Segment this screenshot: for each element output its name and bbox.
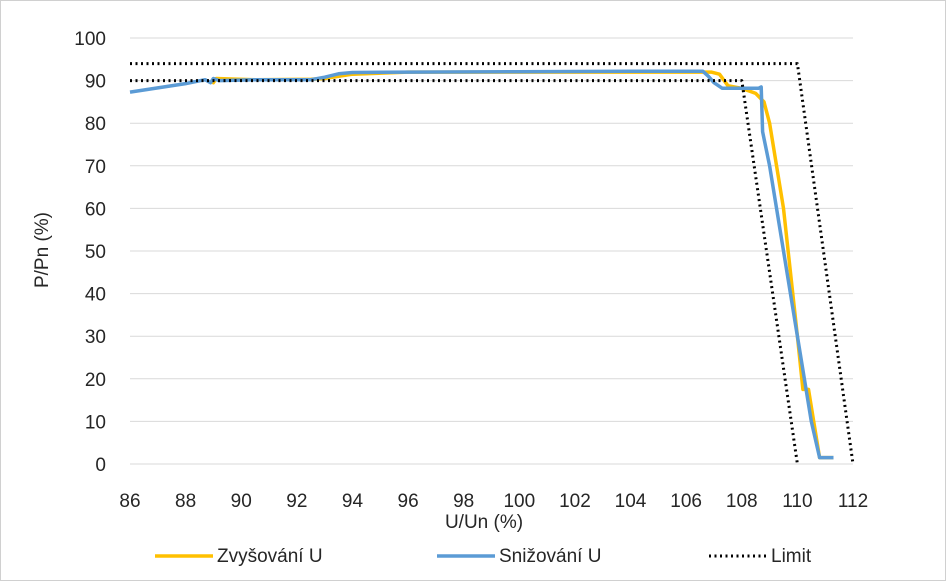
x-tick-label: 86 [119,491,140,512]
y-tick-label: 10 [85,412,106,433]
legend-label-snizovani: Snižování U [499,546,601,567]
y-axis-ticks: 0 10 20 30 40 50 60 70 80 90 100 [74,29,106,476]
series-line-zvysovani [209,70,834,460]
x-tick-label: 112 [838,491,868,512]
legend: Zvyšování U Snižování U Limit [155,546,812,567]
y-tick-label: 60 [85,199,106,220]
x-tick-label: 98 [453,491,474,512]
x-axis-title: U/Un (%) [445,512,523,533]
x-tick-label: 108 [726,491,758,512]
y-tick-label: 70 [85,157,106,178]
x-tick-label: 106 [670,491,702,512]
y-tick-label: 40 [85,285,106,306]
y-axis-title: P/Pn (%) [32,212,53,288]
x-axis-ticks: 86 88 90 92 94 96 98 100 102 104 106 108 110 112 [119,491,868,512]
y-tick-label: 100 [74,29,106,50]
series-line-limit-1 [130,62,855,465]
x-tick-label: 100 [503,491,535,512]
series-line-limit-0 [130,79,799,465]
y-tick-label: 20 [85,370,106,391]
series-line-snizovani [129,69,834,460]
y-tick-label: 80 [85,114,106,135]
y-tick-label: 90 [85,72,106,93]
y-tick-label: 0 [95,455,106,476]
y-tick-label: 50 [85,242,106,263]
y-tick-label: 30 [85,327,106,348]
legend-label-limit: Limit [771,546,812,567]
x-tick-label: 110 [782,491,812,512]
x-tick-label: 94 [342,491,364,512]
x-tick-label: 102 [559,491,591,512]
x-tick-label: 92 [286,491,307,512]
legend-label-zvysovani: Zvyšování U [217,546,323,567]
gridlines [130,37,853,422]
x-tick-label: 96 [398,491,419,512]
x-tick-label: 88 [175,491,196,512]
x-tick-label: 90 [231,491,252,512]
x-tick-label: 104 [615,491,647,512]
series-layer [129,62,855,465]
